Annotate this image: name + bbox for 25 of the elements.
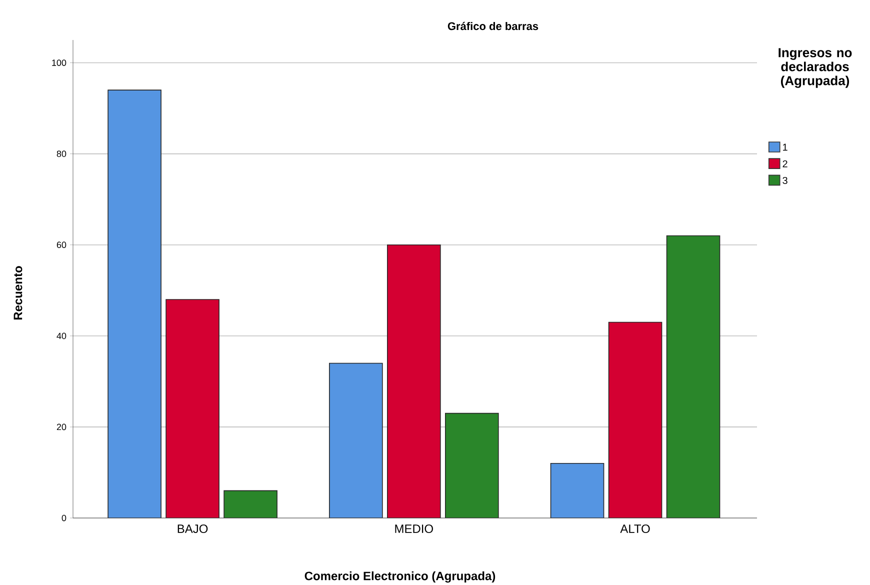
y-tick-label: 60 <box>56 242 66 248</box>
legend-title: Ingresos no declarados (Agrupada) <box>778 48 852 88</box>
bar <box>224 490 278 518</box>
x-axis-title: Comercio Electronico (Agrupada) <box>304 571 496 583</box>
bar <box>550 462 604 518</box>
bar <box>329 362 383 518</box>
y-tick-label: 20 <box>56 424 66 430</box>
x-tick-label: BAJO <box>178 524 208 534</box>
y-tick-label: 0 <box>62 514 66 522</box>
legend-label: 2 <box>782 160 788 168</box>
y-axis-title: Recuento <box>14 266 22 320</box>
chart-title: Gráfico de barras <box>448 22 538 30</box>
bar <box>666 235 720 518</box>
legend-label: 1 <box>783 144 788 151</box>
legend-label: 3 <box>782 176 788 184</box>
bar <box>608 322 662 518</box>
bar <box>108 90 162 518</box>
x-tick-label: MEDIO <box>395 524 433 534</box>
bar <box>387 244 441 518</box>
y-tick-label: 100 <box>52 60 66 66</box>
bar <box>166 299 220 518</box>
y-tick-label: 40 <box>56 332 66 340</box>
x-tick-label: ALTO <box>620 524 650 534</box>
bar <box>445 412 499 518</box>
y-tick-label: 80 <box>56 150 66 157</box>
